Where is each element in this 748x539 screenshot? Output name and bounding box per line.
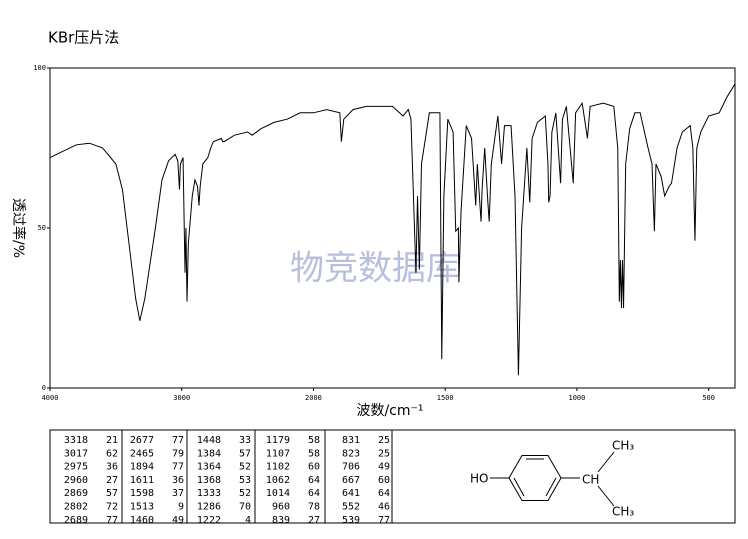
- peak-transmittance: 52: [239, 462, 251, 473]
- peak-wavenumber: 667: [342, 475, 360, 486]
- peak-wavenumber: 539: [342, 515, 360, 526]
- peak-transmittance: 60: [378, 475, 390, 486]
- y-tick-label: 0: [42, 384, 46, 392]
- peak-transmittance: 64: [378, 488, 390, 499]
- peak-wavenumber: 2802: [64, 502, 88, 513]
- peak-wavenumber: 2975: [64, 462, 88, 473]
- peak-wavenumber: 1598: [130, 488, 154, 499]
- peak-wavenumber: 1894: [130, 462, 154, 473]
- peak-transmittance: 78: [308, 502, 320, 513]
- peak-wavenumber: 1102: [266, 462, 290, 473]
- peak-wavenumber: 706: [342, 462, 360, 473]
- x-tick-label: 1500: [437, 394, 454, 402]
- peak-transmittance: 36: [106, 462, 118, 473]
- peak-transmittance: 33: [239, 435, 251, 446]
- peak-transmittance: 57: [239, 448, 251, 459]
- peak-transmittance: 64: [308, 488, 320, 499]
- peak-transmittance: 77: [106, 515, 118, 526]
- watermark: 物竞数据库: [290, 249, 460, 289]
- y-tick-label: 100: [33, 64, 46, 72]
- x-tick-label: 4000: [42, 394, 59, 402]
- peak-wavenumber: 1014: [266, 488, 290, 499]
- peak-transmittance: 72: [106, 502, 118, 513]
- atom-label: HO: [470, 472, 488, 486]
- peak-transmittance: 4: [245, 515, 251, 526]
- peak-wavenumber: 641: [342, 488, 360, 499]
- peak-wavenumber: 2689: [64, 515, 88, 526]
- peak-transmittance: 25: [378, 448, 390, 459]
- peak-transmittance: 57: [106, 488, 118, 499]
- peak-transmittance: 36: [172, 475, 184, 486]
- peak-wavenumber: 1448: [197, 435, 221, 446]
- peak-wavenumber: 3017: [64, 448, 88, 459]
- x-axis-label: 波数/cm⁻¹: [356, 403, 423, 419]
- peak-transmittance: 79: [172, 448, 184, 459]
- peak-wavenumber: 1611: [130, 475, 154, 486]
- peak-transmittance: 9: [178, 502, 184, 513]
- x-tick-label: 2000: [305, 394, 322, 402]
- peak-wavenumber: 2677: [130, 435, 154, 446]
- peak-transmittance: 49: [378, 462, 390, 473]
- peak-transmittance: 21: [106, 435, 118, 446]
- peak-wavenumber: 1286: [197, 502, 221, 513]
- peak-wavenumber: 1364: [197, 462, 221, 473]
- x-tick-label: 1000: [568, 394, 585, 402]
- peak-transmittance: 52: [239, 488, 251, 499]
- peak-transmittance: 46: [378, 502, 390, 513]
- peak-wavenumber: 1222: [197, 515, 221, 526]
- peak-wavenumber: 2465: [130, 448, 154, 459]
- peak-wavenumber: 823: [342, 448, 360, 459]
- peak-wavenumber: 2869: [64, 488, 88, 499]
- peak-wavenumber: 2960: [64, 475, 88, 486]
- peak-transmittance: 64: [308, 475, 320, 486]
- plot-frame: [49, 67, 736, 389]
- peak-transmittance: 25: [378, 435, 390, 446]
- peak-wavenumber: 839: [272, 515, 290, 526]
- peak-wavenumber: 1333: [197, 488, 221, 499]
- peak-transmittance: 37: [172, 488, 184, 499]
- peak-transmittance: 49: [172, 515, 184, 526]
- peak-wavenumber: 1460: [130, 515, 154, 526]
- peak-wavenumber: 960: [272, 502, 290, 513]
- y-tick-label: 50: [38, 224, 46, 232]
- peak-wavenumber: 1513: [130, 502, 154, 513]
- peak-wavenumber: 831: [342, 435, 360, 446]
- peak-wavenumber: 1062: [266, 475, 290, 486]
- peak-transmittance: 62: [106, 448, 118, 459]
- peak-transmittance: 77: [172, 462, 184, 473]
- peak-transmittance: 77: [172, 435, 184, 446]
- x-tick-label: 500: [702, 394, 715, 402]
- peak-wavenumber: 552: [342, 502, 360, 513]
- peak-wavenumber: 1384: [197, 448, 221, 459]
- atom-label: CH₃: [612, 505, 634, 519]
- peak-transmittance: 53: [239, 475, 251, 486]
- title: KBr压片法: [48, 29, 119, 47]
- peak-transmittance: 27: [106, 475, 118, 486]
- peak-transmittance: 58: [308, 448, 320, 459]
- atom-label: CH₃: [612, 439, 634, 453]
- spectrum-line: [49, 83, 736, 376]
- peak-wavenumber: 1179: [266, 435, 290, 446]
- molecule-bonds: [490, 451, 615, 507]
- peak-wavenumber: 3318: [64, 435, 88, 446]
- peak-transmittance: 60: [308, 462, 320, 473]
- peak-wavenumber: 1368: [197, 475, 221, 486]
- peak-transmittance: 77: [378, 515, 390, 526]
- y-axis-label: 透过率/%: [10, 198, 27, 258]
- x-tick-label: 3000: [173, 394, 190, 402]
- peak-transmittance: 70: [239, 502, 251, 513]
- atom-label: CH: [582, 473, 599, 487]
- peak-transmittance: 27: [308, 515, 320, 526]
- peak-wavenumber: 1107: [266, 448, 290, 459]
- peak-transmittance: 58: [308, 435, 320, 446]
